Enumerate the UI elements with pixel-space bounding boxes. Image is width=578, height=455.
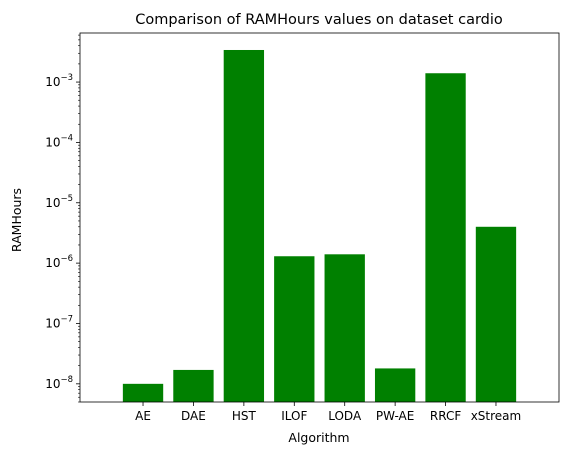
- x-tick-label: ILOF: [281, 409, 307, 423]
- x-tick-label: DAE: [181, 409, 206, 423]
- bar-pw-ae: [374, 368, 416, 402]
- y-tick-label: 10−8: [45, 375, 73, 391]
- y-tick-label: 10−4: [45, 133, 73, 149]
- y-tick-label: 10−3: [45, 73, 73, 89]
- x-tick-label: LODA: [328, 409, 362, 423]
- x-tick-label: HST: [232, 409, 257, 423]
- bar-hst: [223, 49, 265, 402]
- y-tick-label: 10−7: [45, 314, 73, 330]
- chart-title: Comparison of RAMHours values on dataset…: [135, 12, 503, 28]
- x-axis-label: Algorithm: [288, 430, 349, 445]
- x-tick-label: RRCF: [430, 409, 461, 423]
- bar-xstream: [475, 226, 517, 402]
- y-axis-label: RAMHours: [9, 188, 24, 252]
- bar-ae: [122, 383, 164, 402]
- bar-dae: [173, 369, 214, 402]
- y-tick-label: 10−5: [45, 194, 73, 210]
- y-tick-label: 10−6: [45, 254, 73, 270]
- bar-ilof: [274, 256, 315, 402]
- x-tick-label: xStream: [471, 409, 522, 423]
- y-axis-ticks: 10−8 10−7 10−6 10−5 10−4 10−3: [45, 34, 80, 403]
- plot-frame: [79, 32, 560, 403]
- x-tick-label: PW-AE: [376, 409, 414, 423]
- bar-loda: [324, 254, 365, 402]
- x-tick-label: AE: [135, 409, 151, 423]
- x-axis-ticks: AE DAE HST ILOF LODA PW-AE RRCF xStream: [135, 402, 521, 423]
- bars-group: [122, 49, 517, 403]
- bar-rrcf: [425, 73, 466, 403]
